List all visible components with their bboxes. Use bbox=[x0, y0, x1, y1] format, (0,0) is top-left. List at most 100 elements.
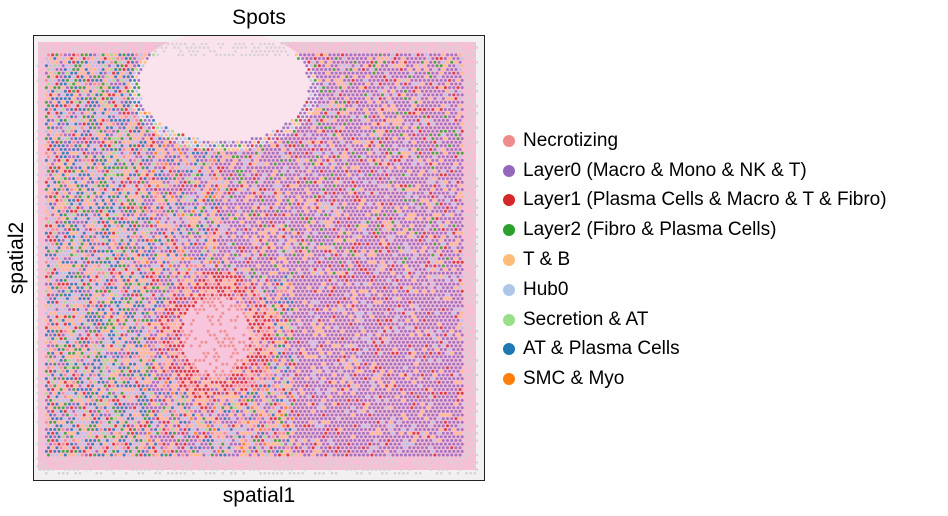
spot-point bbox=[353, 126, 357, 130]
spot-point bbox=[347, 93, 351, 97]
spot-point bbox=[463, 191, 466, 195]
spot-point bbox=[93, 155, 97, 159]
spot-point bbox=[380, 166, 384, 170]
spot-point bbox=[372, 158, 376, 162]
spot-point bbox=[330, 224, 334, 228]
spot-point bbox=[263, 246, 267, 250]
spot-point bbox=[271, 231, 275, 235]
spot-point bbox=[61, 115, 65, 119]
spot-point bbox=[173, 133, 176, 137]
spot-point bbox=[236, 148, 239, 151]
spot-point bbox=[74, 108, 78, 111]
spot-point bbox=[439, 57, 443, 60]
spot-point bbox=[294, 206, 298, 210]
spot-point bbox=[55, 111, 59, 115]
spot-point bbox=[51, 191, 55, 195]
spot-point bbox=[124, 122, 128, 126]
spot-point bbox=[141, 217, 145, 221]
spot-point bbox=[202, 169, 206, 173]
spot-point bbox=[357, 140, 361, 144]
spot-point bbox=[112, 188, 116, 191]
spot-point bbox=[284, 217, 288, 221]
spot-point bbox=[418, 246, 422, 250]
spot-point bbox=[103, 115, 107, 119]
spot-point bbox=[341, 82, 344, 86]
spot-point bbox=[391, 184, 395, 188]
spot-point bbox=[416, 169, 420, 173]
spot-point bbox=[124, 202, 128, 206]
spot-point bbox=[59, 177, 63, 181]
spot-point bbox=[95, 188, 99, 191]
spot-point bbox=[315, 75, 319, 79]
spot-point bbox=[338, 86, 342, 90]
spot-point bbox=[389, 231, 393, 235]
spot-point bbox=[93, 162, 97, 166]
spot-point bbox=[332, 184, 336, 188]
spot-point bbox=[347, 195, 351, 199]
spot-point bbox=[147, 155, 151, 159]
spot-point bbox=[257, 228, 260, 231]
spot-point bbox=[99, 129, 103, 133]
spot-point bbox=[133, 71, 137, 75]
spot-point bbox=[414, 173, 418, 177]
spot-point bbox=[143, 228, 147, 231]
spot-point bbox=[200, 246, 204, 250]
spot-point bbox=[278, 249, 281, 253]
spot-point bbox=[86, 195, 90, 199]
spot-point bbox=[63, 60, 67, 64]
spot-point bbox=[395, 60, 399, 64]
spot-point bbox=[156, 206, 160, 210]
spot-point bbox=[196, 188, 200, 191]
spot-point bbox=[435, 173, 439, 177]
spot-point bbox=[443, 129, 447, 133]
spot-point bbox=[147, 53, 151, 57]
spot-point bbox=[465, 239, 468, 242]
spot-point bbox=[244, 140, 248, 144]
spot-point bbox=[347, 71, 351, 75]
spot-point bbox=[200, 173, 204, 177]
spot-point bbox=[328, 198, 332, 202]
spot-point bbox=[122, 111, 126, 115]
spot-point bbox=[101, 177, 105, 181]
spot-point bbox=[370, 184, 374, 188]
spot-point bbox=[351, 188, 355, 191]
spot-point bbox=[168, 206, 172, 210]
spot-point bbox=[431, 86, 435, 90]
spot-point bbox=[452, 115, 456, 119]
spot-point bbox=[383, 198, 386, 202]
spot-point bbox=[380, 151, 384, 155]
spot-point bbox=[326, 78, 330, 82]
spot-point bbox=[334, 50, 338, 53]
spot-point bbox=[63, 191, 67, 195]
spot-point bbox=[86, 202, 90, 206]
spot-point bbox=[334, 86, 338, 90]
spot-point bbox=[301, 42, 304, 46]
spot-point bbox=[158, 231, 162, 235]
spot-point bbox=[422, 57, 426, 60]
spot-point bbox=[315, 126, 319, 130]
spot-point bbox=[114, 53, 118, 57]
spot-point bbox=[250, 42, 254, 46]
spot-point bbox=[443, 173, 447, 177]
spot-point bbox=[120, 158, 124, 162]
spot-point bbox=[93, 191, 97, 195]
spot-point bbox=[456, 166, 460, 170]
spot-point bbox=[475, 140, 479, 144]
spot-point bbox=[204, 238, 208, 242]
spot-point bbox=[177, 169, 181, 173]
spot-point bbox=[93, 228, 97, 231]
spot-point bbox=[341, 184, 344, 188]
spot-point bbox=[326, 137, 330, 141]
spot-point bbox=[420, 213, 424, 217]
spot-point bbox=[328, 148, 332, 151]
spot-point bbox=[378, 89, 382, 93]
spot-point bbox=[273, 155, 277, 159]
spot-point bbox=[227, 191, 231, 195]
spot-point bbox=[351, 195, 355, 199]
spot-point bbox=[454, 213, 458, 217]
spot-point bbox=[131, 235, 134, 239]
spot-point bbox=[166, 151, 170, 155]
spot-point bbox=[387, 68, 391, 71]
spot-point bbox=[393, 217, 397, 221]
spot-point bbox=[294, 235, 298, 239]
